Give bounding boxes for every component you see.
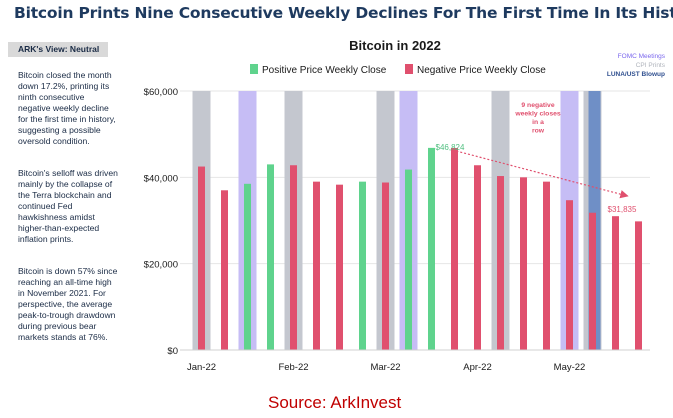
event-legend-0: FOMC Meetings	[618, 53, 666, 60]
bar-week-9	[382, 182, 389, 350]
trend-note: 9 negative weekly closes in a row	[514, 102, 561, 135]
sidebar-paragraph-2: Bitcoin's selloff was driven mainly by t…	[18, 168, 118, 244]
legend-label-negative: Negative Price Weekly Close	[417, 65, 546, 76]
bar-week-1	[198, 166, 205, 350]
event-legend-1: CPI Prints	[636, 62, 666, 69]
bar-week-2	[221, 190, 228, 350]
bar-week-14	[497, 176, 504, 350]
bar-week-17	[566, 200, 573, 350]
bar-week-16	[543, 181, 550, 350]
source-note: Source: ArkInvest	[268, 393, 402, 412]
y-tick-label: $20,000	[144, 260, 178, 271]
bar-week-10	[405, 169, 412, 350]
chart-title: Bitcoin in 2022	[349, 38, 441, 53]
legend-swatch-negative	[405, 64, 413, 74]
bar-week-20	[635, 221, 642, 350]
bar-week-13	[474, 165, 481, 350]
legend-label-positive: Positive Price Weekly Close	[262, 65, 387, 76]
x-tick-label: Mar-22	[370, 362, 400, 373]
sidebar-paragraph-3: Bitcoin is down 57% since reaching an al…	[18, 266, 118, 342]
x-tick-label: Apr-22	[463, 362, 492, 373]
bar-week-15	[520, 177, 527, 350]
bar-week-3	[244, 183, 251, 350]
bitcoin-weekly-chart: Bitcoin in 2022 Positive Price Weekly Clo…	[144, 38, 666, 373]
bar-week-6	[313, 181, 320, 350]
peak-value-label: $46,824	[436, 143, 465, 152]
bar-week-4	[267, 164, 274, 350]
bar-week-12	[451, 147, 458, 350]
bar-week-11	[428, 147, 435, 350]
ark-view-badge: ARK's View: Neutral	[8, 42, 108, 57]
bar-week-7	[336, 184, 343, 350]
last-close-label: $31,835	[608, 205, 637, 214]
headline: Bitcoin Prints Nine Consecutive Weekly D…	[14, 4, 673, 22]
event-legend-2: LUNA/UST Blowup	[607, 71, 665, 78]
bar-week-8	[359, 181, 366, 350]
x-tick-label: Jan-22	[187, 362, 216, 373]
y-tick-label: $40,000	[144, 173, 178, 184]
x-tick-label: May-22	[554, 362, 586, 373]
bar-week-18	[589, 212, 596, 350]
legend-swatch-positive	[250, 64, 258, 74]
y-tick-label: $60,000	[144, 87, 178, 98]
bar-week-5	[290, 165, 297, 350]
sidebar-paragraph-1: Bitcoin closed the month down 17.2%, pri…	[18, 70, 116, 146]
y-tick-label: $0	[167, 346, 178, 357]
x-tick-label: Feb-22	[278, 362, 308, 373]
bar-week-19	[612, 216, 619, 350]
